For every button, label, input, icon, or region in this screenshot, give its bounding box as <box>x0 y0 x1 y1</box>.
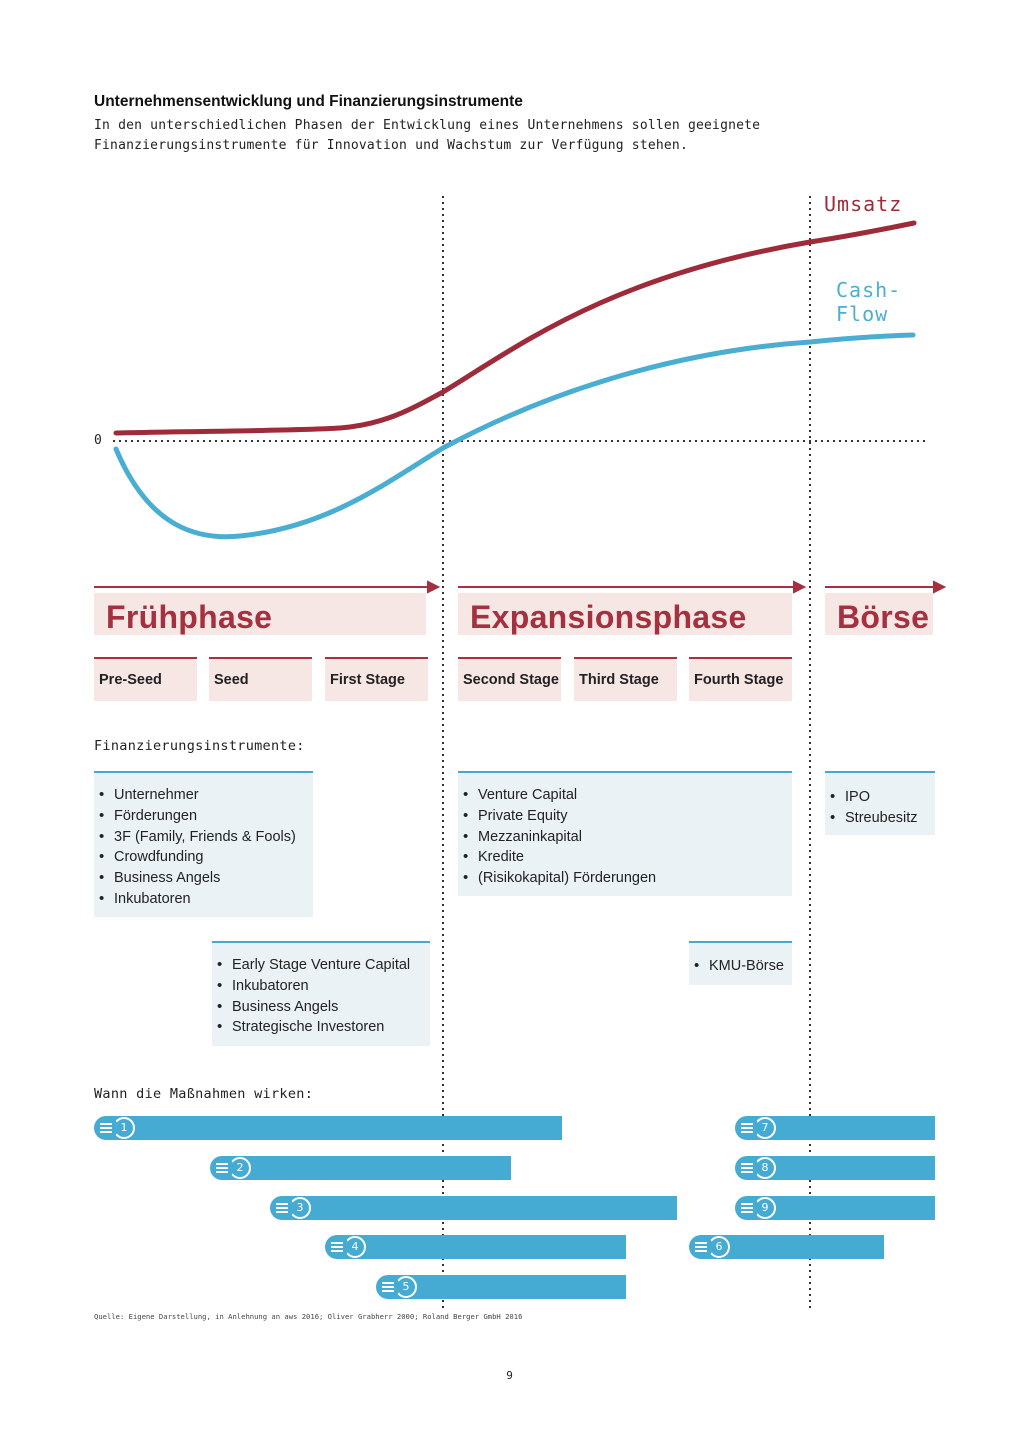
measure-bar-9 <box>747 1196 935 1220</box>
arrow-head-expansion <box>793 580 807 594</box>
box-early-stage-instruments: Early Stage Venture Capital Inkubatoren … <box>212 941 430 1046</box>
umsatz-curve <box>113 220 917 436</box>
list-item: Private Equity <box>458 806 792 827</box>
page-subtitle: In den unterschiedlichen Phasen der Entw… <box>94 118 761 153</box>
phase-expansion-label: Expansionsphase <box>470 599 747 635</box>
box-boerse-instruments: IPO Streubesitz <box>825 771 935 835</box>
measure-bar-5 <box>388 1275 626 1299</box>
measures-heading: Wann die Maßnahmen wirken: <box>94 1086 314 1102</box>
list-item: (Risikokapital) Förderungen <box>458 868 792 889</box>
measure-badge-6[interactable]: 6 <box>689 1235 730 1259</box>
list-icon <box>210 1156 234 1180</box>
list-icon <box>735 1196 759 1220</box>
phase-fruehphase-label: Frühphase <box>106 599 273 635</box>
measure-bar-2 <box>222 1156 511 1180</box>
stage-first: First Stage <box>325 657 428 701</box>
stage-label: Fourth Stage <box>694 672 784 688</box>
list-item: Venture Capital <box>458 785 792 806</box>
measure-badge-1[interactable]: 1 <box>94 1116 135 1140</box>
stage-second: Second Stage <box>458 657 561 701</box>
box-early-instruments: Unternehmer Förderungen 3F (Family, Frie… <box>94 771 313 917</box>
page-title: Unternehmensentwicklung und Finanzierung… <box>94 93 523 110</box>
instruments-heading: Finanzierungsinstrumente: <box>94 738 305 754</box>
measure-badge-2[interactable]: 2 <box>210 1156 251 1180</box>
measure-badge-8[interactable]: 8 <box>735 1156 776 1180</box>
list-item: Streubesitz <box>825 808 935 829</box>
list-item: IPO <box>825 787 935 808</box>
measure-badge-5[interactable]: 5 <box>376 1275 417 1299</box>
list-item: KMU-Börse <box>689 956 792 977</box>
list-item: Business Angels <box>212 997 430 1018</box>
list-item: Inkubatoren <box>94 889 313 910</box>
cashflow-curve <box>113 332 916 540</box>
list-icon <box>735 1156 759 1180</box>
box-kmu-boerse: KMU-Börse <box>689 941 792 985</box>
phase-boerse-label: Börse <box>837 599 930 635</box>
stage-label: Seed <box>214 672 249 688</box>
list-item: Unternehmer <box>94 785 313 806</box>
list-item: Strategische Investoren <box>212 1017 430 1038</box>
measure-badge-7[interactable]: 7 <box>735 1116 776 1140</box>
measure-bar-3 <box>282 1196 677 1220</box>
list-item: Crowdfunding <box>94 847 313 868</box>
measure-bar-6 <box>701 1235 884 1259</box>
list-icon <box>735 1116 759 1140</box>
measure-badge-9[interactable]: 9 <box>735 1196 776 1220</box>
measure-bar-8 <box>747 1156 935 1180</box>
list-icon <box>270 1196 294 1220</box>
list-item: Förderungen <box>94 806 313 827</box>
list-item: Early Stage Venture Capital <box>212 955 430 976</box>
page-number: 9 <box>506 1369 513 1382</box>
measure-bar-4 <box>337 1235 626 1259</box>
list-icon <box>376 1275 400 1299</box>
phase-expansion: Expansionsphase <box>458 593 792 635</box>
arrow-head-fruehphase <box>427 580 441 594</box>
umsatz-label: Umsatz <box>824 192 903 216</box>
list-icon <box>94 1116 118 1140</box>
stage-label: First Stage <box>330 672 405 688</box>
stage-label: Pre-Seed <box>99 672 162 688</box>
arrow-head-boerse <box>933 580 947 594</box>
phase-boerse: Börse <box>825 593 933 635</box>
list-icon <box>325 1235 349 1259</box>
zero-label: 0 <box>94 433 102 448</box>
stage-label: Third Stage <box>579 672 659 688</box>
stage-seed: Seed <box>209 657 312 701</box>
measure-badge-3[interactable]: 3 <box>270 1196 311 1220</box>
list-icon <box>689 1235 713 1259</box>
measure-badge-4[interactable]: 4 <box>325 1235 366 1259</box>
list-item: Business Angels <box>94 868 313 889</box>
list-item: 3F (Family, Friends & Fools) <box>94 827 313 848</box>
measure-bar-1 <box>106 1116 562 1140</box>
cashflow-label: Cash- Flow <box>836 278 902 326</box>
box-expansion-instruments: Venture Capital Private Equity Mezzanink… <box>458 771 792 896</box>
stage-third: Third Stage <box>574 657 677 701</box>
list-item: Kredite <box>458 847 792 868</box>
list-item: Mezzaninkapital <box>458 827 792 848</box>
stage-label: Second Stage <box>463 672 559 688</box>
list-item: Inkubatoren <box>212 976 430 997</box>
phase-fruehphase: Frühphase <box>94 593 426 635</box>
stage-fourth: Fourth Stage <box>689 657 792 701</box>
source-note: Quelle: Eigene Darstellung, in Anlehnung… <box>94 1312 523 1321</box>
stage-pre-seed: Pre-Seed <box>94 657 197 701</box>
measure-bar-7 <box>747 1116 935 1140</box>
